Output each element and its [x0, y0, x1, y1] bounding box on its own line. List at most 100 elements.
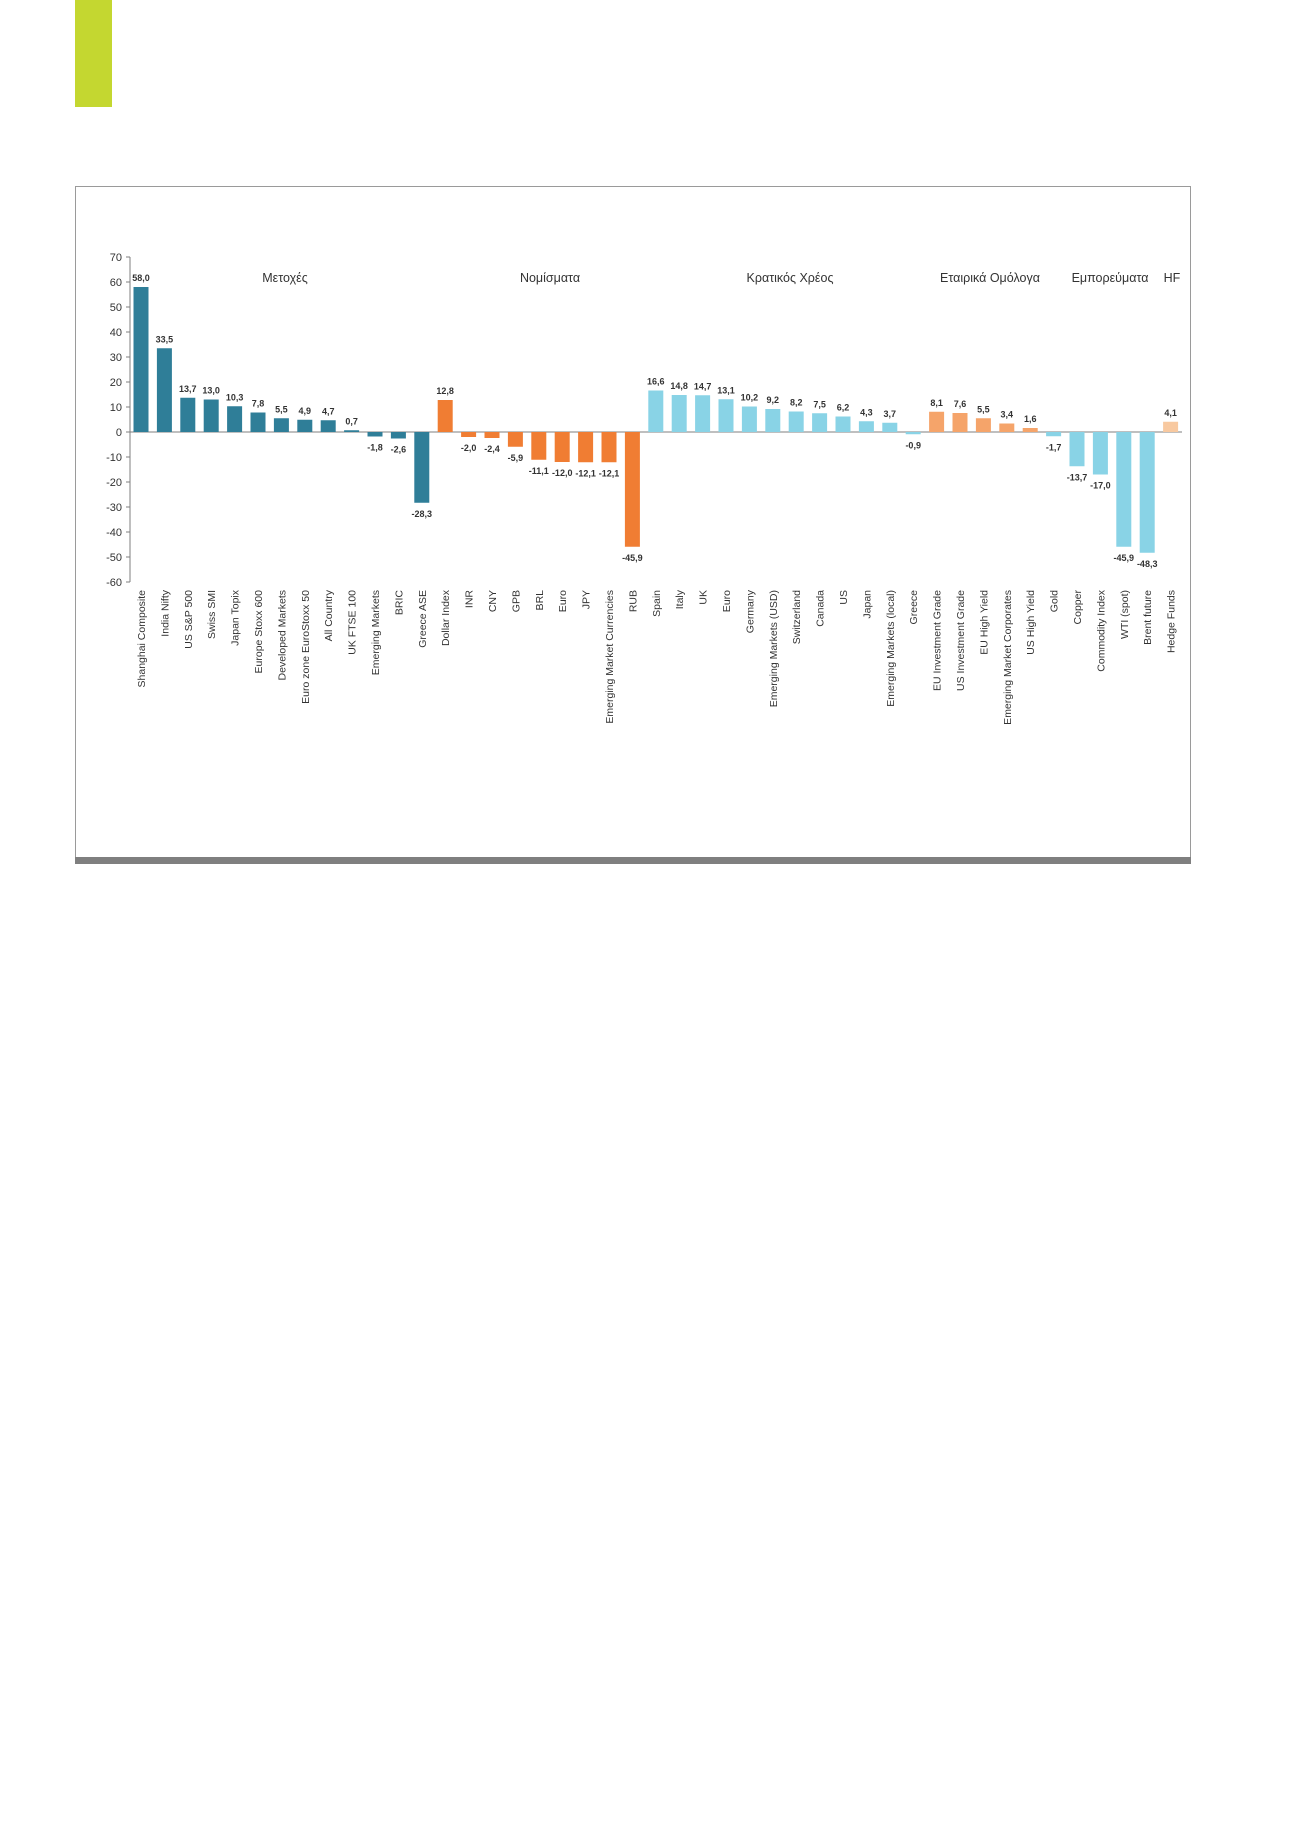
x-tick-label: UK FTSE 100 [347, 590, 359, 655]
value-label: 7,6 [954, 399, 967, 409]
x-tick-label: EU High Yield [978, 590, 990, 655]
x-tick-label: Italy [674, 589, 686, 609]
value-label: 58,0 [132, 273, 150, 283]
x-tick-label: Dollar Index [440, 589, 452, 646]
bar [671, 395, 687, 432]
value-label: 13,0 [202, 386, 220, 396]
bar-chart: 70 60 50 40 30 20 10 0 -10 -20 -30 -40 -50 -60 Μετοχέ… [106, 252, 1182, 725]
value-label: -1,8 [367, 443, 383, 453]
value-label: -45,9 [622, 553, 643, 563]
x-tick-label: Developed Markets [276, 590, 288, 680]
group-title: Νομίσματα [520, 271, 580, 285]
group-titles: Μετοχές Νομίσματα Κρατικός Χρέος Εταιρικά Ο… [262, 271, 1180, 285]
bar [1139, 432, 1155, 553]
y-tick-label: 10 [110, 402, 122, 414]
x-tick-label: Greece [908, 590, 920, 625]
x-tick-label: Emerging Markets [370, 590, 382, 675]
x-tick-label: EU Investment Grade [932, 590, 944, 691]
bar [648, 390, 664, 432]
value-label: -2,6 [391, 445, 407, 455]
y-tick-label: 0 [116, 427, 122, 439]
x-tick-label: CNY [487, 590, 499, 612]
x-tick-label: US Investment Grade [955, 590, 967, 691]
value-label: 1,6 [1024, 414, 1037, 424]
value-label: 3,7 [884, 409, 897, 419]
bar [437, 400, 453, 432]
bar [952, 413, 968, 432]
bar [320, 420, 336, 432]
bar [718, 399, 734, 432]
bar [812, 413, 828, 432]
value-label: 10,3 [226, 392, 244, 402]
x-tick-label: Euro [721, 590, 733, 612]
bar [227, 406, 243, 432]
group-title: Εταιρικά Ομόλογα [940, 271, 1040, 285]
y-tick-label: 70 [110, 252, 122, 264]
bar [624, 432, 640, 547]
group-title: Εμπορεύματα [1072, 271, 1149, 285]
value-label: -48,3 [1137, 559, 1158, 569]
group-title: Μετοχές [262, 271, 308, 285]
value-label: 10,2 [741, 393, 759, 403]
y-tick-label: 30 [110, 352, 122, 364]
x-tick-label: Euro [557, 590, 569, 612]
value-label: -28,3 [412, 509, 433, 519]
value-label: -45,9 [1114, 553, 1135, 563]
group-title: HF [1164, 271, 1181, 285]
accent-bar [75, 0, 112, 107]
value-label: 9,2 [767, 395, 780, 405]
value-label: 0,7 [345, 416, 358, 426]
bar [273, 418, 289, 432]
x-tick-label: Switzerland [791, 590, 803, 644]
x-tick-label: Japan Topix [230, 589, 242, 646]
x-tick-label: Shanghai Composite [136, 590, 148, 688]
bar [1046, 432, 1062, 437]
bar [765, 409, 781, 432]
x-tick-label: GPB [510, 590, 522, 612]
x-tick-label: Japan [861, 590, 873, 619]
y-tick-label: -50 [106, 552, 122, 564]
value-label: 4,1 [1164, 408, 1177, 418]
value-label: 4,7 [322, 406, 335, 416]
bar [858, 421, 874, 432]
value-label: 4,9 [299, 406, 312, 416]
x-tick-label: US [838, 590, 850, 605]
bar [905, 432, 921, 435]
y-tick-label: -20 [106, 477, 122, 489]
bar [835, 416, 851, 432]
x-axis-labels: Shanghai Composite India Nifty US S&P 500 S… [136, 589, 1178, 725]
x-tick-label: Commodity Index [1095, 589, 1107, 671]
x-tick-label: Hedge Funds [1166, 590, 1178, 653]
x-tick-label: UK [698, 590, 710, 605]
x-tick-label: All Country [323, 589, 335, 641]
x-tick-label: Euro zone EuroStoxx 50 [300, 590, 312, 704]
x-tick-label: INR [464, 590, 476, 609]
value-label: 33,5 [156, 334, 174, 344]
bar [1116, 432, 1132, 547]
bar [578, 432, 594, 463]
y-axis: 70 60 50 40 30 20 10 0 -10 -20 -30 -40 -50 -60 [106, 252, 1182, 589]
bar [507, 432, 523, 447]
bar [250, 412, 266, 432]
x-tick-label: Copper [1072, 590, 1084, 625]
value-label: -2,0 [461, 443, 477, 453]
x-tick-label: JPY [581, 590, 593, 609]
bar [484, 432, 500, 438]
bar [601, 432, 617, 463]
x-tick-label: Greece ASE [417, 590, 429, 648]
value-label: 8,1 [930, 398, 943, 408]
y-tick-label: 50 [110, 302, 122, 314]
x-tick-label: India Nifty [159, 589, 171, 636]
x-tick-label: US S&P 500 [183, 590, 195, 649]
x-tick-label: BRIC [393, 590, 405, 616]
value-label: -5,9 [508, 453, 524, 463]
bar [367, 432, 383, 437]
bar [156, 348, 172, 432]
bar [929, 411, 945, 432]
x-tick-label: US High Yield [1025, 590, 1037, 655]
bar [999, 423, 1015, 432]
x-tick-label: Canada [815, 590, 827, 627]
y-tick-label: 60 [110, 277, 122, 289]
bar [390, 432, 406, 439]
y-tick-label: -10 [106, 452, 122, 464]
